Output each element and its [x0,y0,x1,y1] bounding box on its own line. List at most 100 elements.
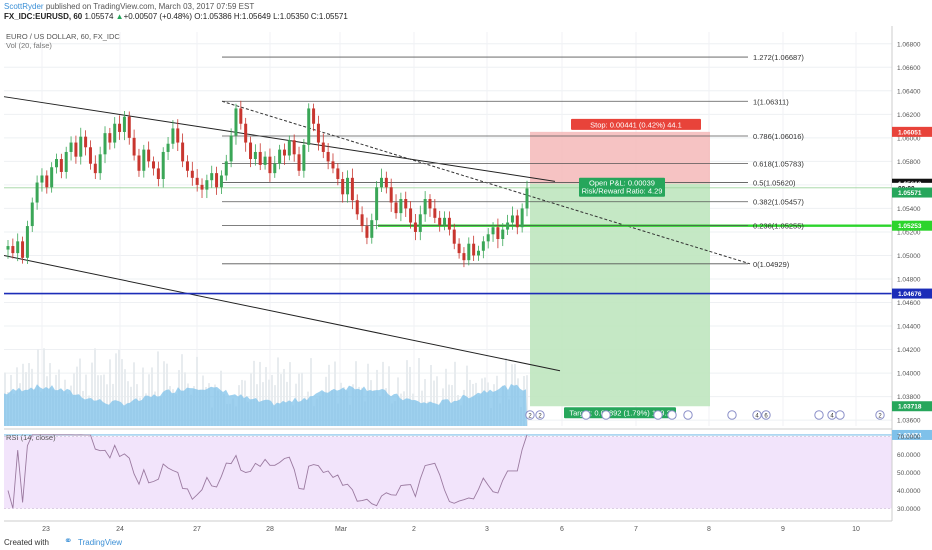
price-tick-label: 1.04000 [897,371,921,378]
candle-body [326,151,330,162]
rsi-band [4,436,892,509]
volume-bar [109,359,111,426]
candle-body [346,177,350,195]
volume-bar [121,359,123,426]
volume-bar [43,348,45,426]
price-tick-label: 1.03600 [897,418,921,425]
price-badge [892,220,932,231]
price-change: +0.00507 (+0.48%) [123,12,193,21]
candle-body [224,161,228,176]
candle-body [142,149,146,171]
price-chart[interactable]: 1.272(1.06687) 1(1.06311) 0.786(1.06016) 0.… [0,26,932,536]
event-marker-icon [535,410,545,420]
candle-body [147,149,151,162]
candle-body [79,136,83,157]
rsi-tick-label: 70.0000 [897,434,921,441]
volume-bar [157,351,159,426]
candle-body [176,128,180,143]
volume-title: Vol (20, false) [6,41,52,50]
candle-body [389,187,393,203]
tradingview-link[interactable]: TradingView [78,538,123,547]
volume-bar [94,348,96,426]
candle-body [506,222,510,230]
candle-body [520,208,524,228]
candle-body [287,140,291,156]
price-tick-label: 1.05000 [897,253,921,260]
candle-body [171,128,175,144]
candle-body [443,217,447,225]
volume-bar [79,358,81,426]
chart-area[interactable]: 1.272(1.06687) 1(1.06311) 0.786(1.06016) 0.… [0,26,932,536]
price-badge-label: 1.06051 [898,129,922,136]
candle-body [476,250,480,256]
candle-body [200,184,204,190]
candle-body [399,199,403,214]
event-marker-icon [525,410,535,420]
candle-body [234,108,238,136]
volume-bar [301,372,303,426]
time-tick-label: 10 [852,526,860,533]
price-badge-label: 1.03718 [898,404,922,411]
volume-bar [115,353,117,426]
author-link[interactable]: ScottRyder [4,2,44,11]
price-tick-label: 1.06800 [897,41,921,48]
candle-body [292,140,296,155]
fib-label: 0.786(1.06016) [753,132,804,141]
event-marker-icon [752,410,762,420]
candle-body [316,123,320,143]
volume-bar [289,362,291,426]
candle-body [40,175,44,183]
price-badge [892,126,932,137]
fib-label: 0(1.04929) [753,260,790,269]
candle-body [181,142,185,162]
candle-body [118,123,122,132]
volume-bar [280,374,282,426]
volume-bar [436,376,438,426]
event-marker-count: 4 [830,414,834,420]
volume-bar [118,349,120,426]
volume-bar [259,361,261,426]
time-tick-label: 28 [266,526,274,533]
volume-bar [406,360,408,426]
event-marker-icon [761,410,771,420]
volume-bar [424,379,426,426]
candle-body [418,214,422,232]
candle-body [253,151,257,160]
candle-body [282,149,286,156]
last-price: 1.05574 [84,12,114,21]
price-badge [892,401,932,412]
candle-body [481,241,485,251]
candle-body [375,187,379,221]
candle-body [16,241,20,254]
lower-channel-line [3,254,561,372]
chart-header: ScottRyder published on TradingView.com,… [0,0,932,26]
volume-bar [409,366,411,426]
candle-body [409,208,413,223]
price-tick-label: 1.05400 [897,206,921,213]
price-badge [892,429,932,440]
rsi-tick-label: 60.0000 [897,452,921,459]
candle-body [428,199,432,209]
fib-label: 0.5(1.05620) [753,179,796,188]
candle-body [515,215,519,228]
price-badge-label: 1.04676 [898,291,922,298]
stop-zone [530,131,710,184]
event-marker-icon [653,410,663,420]
candle-body [74,142,78,157]
candle-body [185,161,189,171]
candle-body [365,226,369,238]
candle-body [278,149,282,164]
candle-body [447,217,451,230]
candle-body [35,182,39,203]
event-marker-count: 2 [878,414,882,420]
rsi-line [7,434,528,509]
event-marker-count: 2 [528,414,532,420]
rsi-title: RSI (14, close) [6,433,56,442]
candle-body [195,177,199,185]
candle-body [379,177,383,188]
volume-bar [124,369,126,426]
fib-label: 1.272(1.06687) [753,53,804,62]
volume-average-area [4,384,527,426]
price-badge-label: 1.05571 [898,190,922,197]
candle-body [161,151,165,180]
